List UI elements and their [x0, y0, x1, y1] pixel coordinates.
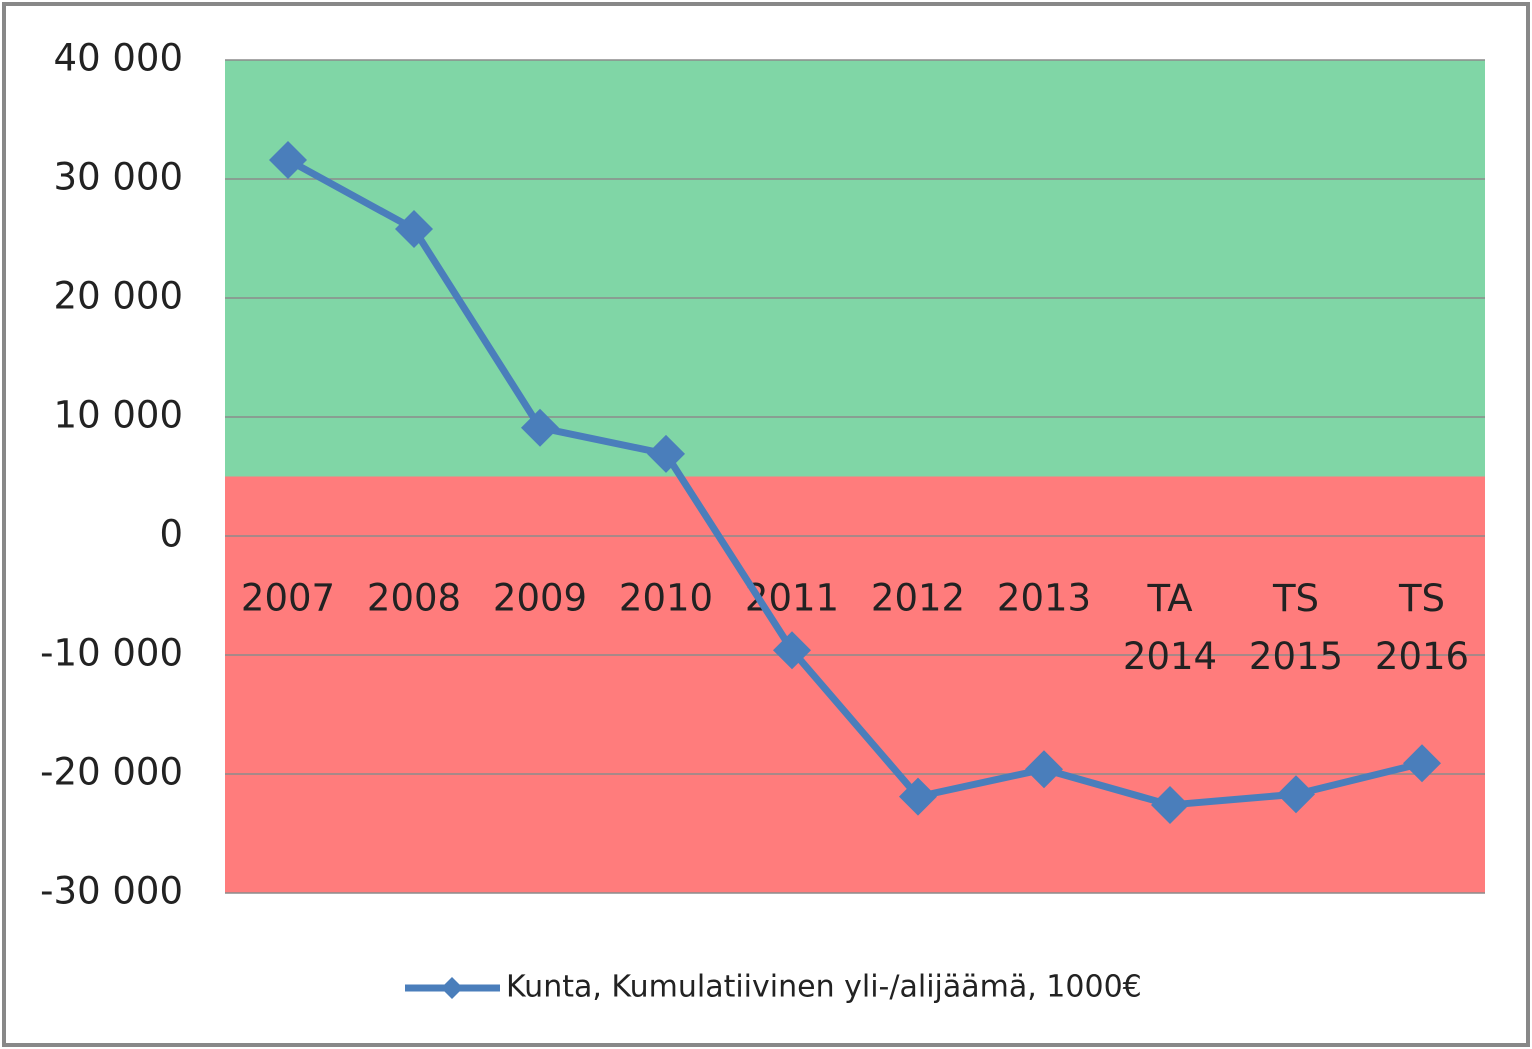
x-tick-label: 2008 [367, 577, 461, 620]
y-tick-label: 20 000 [54, 275, 183, 318]
data-point [899, 777, 937, 816]
legend-label: Kunta, Kumulatiivinen yli-/alijäämä, 100… [506, 970, 1142, 1005]
legend-marker [441, 977, 463, 999]
data-point [647, 434, 685, 473]
y-tick-label: -10 000 [40, 632, 183, 675]
y-tick-label: -20 000 [40, 751, 183, 794]
x-tick-label: TA 2014 [1123, 577, 1217, 678]
x-tick-label: TS 2016 [1375, 577, 1469, 678]
data-point [1403, 744, 1441, 783]
data-point [1151, 785, 1189, 824]
y-tick-label: 30 000 [54, 156, 183, 199]
data-point [1025, 750, 1063, 789]
x-tick-label: 2013 [997, 577, 1091, 620]
x-tick-label: TS 2015 [1249, 577, 1343, 678]
series-line [286, 156, 1423, 809]
data-point [773, 631, 811, 670]
x-tick-label: 2007 [241, 577, 335, 620]
x-tick-label: 2010 [619, 577, 713, 620]
y-tick-label: -30 000 [40, 870, 183, 913]
y-tick-label: 40 000 [54, 37, 183, 80]
data-point [269, 140, 307, 179]
data-point [1277, 775, 1315, 814]
x-tick-label: 2012 [871, 577, 965, 620]
background-band [225, 60, 1485, 477]
background-band [225, 476, 1485, 893]
data-point [521, 408, 559, 447]
data-point [395, 209, 433, 248]
x-tick-label: 2009 [493, 577, 587, 620]
y-tick-label: 10 000 [54, 394, 183, 437]
y-tick-label: 0 [159, 513, 183, 556]
